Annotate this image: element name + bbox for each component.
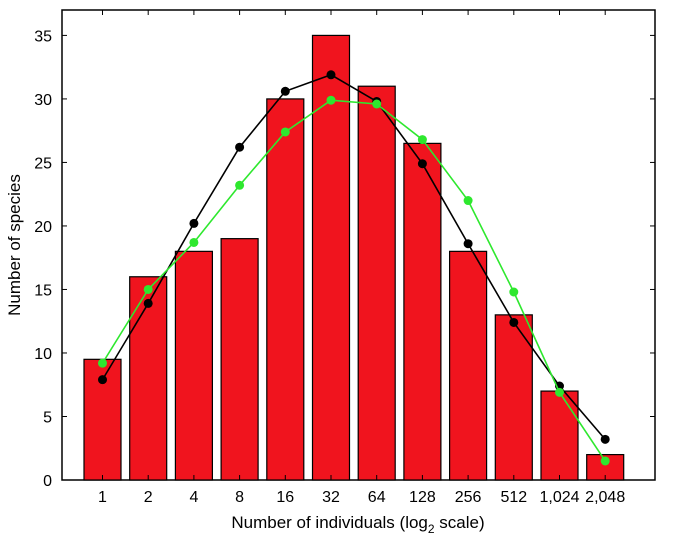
x-tick-label: 2,048 [585, 489, 625, 506]
x-tick-label: 16 [276, 489, 294, 506]
line-series-1 [101, 73, 606, 440]
line-series-1-point-2 [189, 218, 199, 228]
x-tick-label: 128 [409, 489, 436, 506]
line-series-1-point-4 [280, 86, 290, 96]
bar-128 [403, 142, 442, 481]
line-series-1-point-1 [143, 298, 153, 308]
x-tick-label: 8 [235, 489, 244, 506]
line-series-2-point-8 [463, 196, 473, 206]
line-series-1-point-11 [600, 434, 610, 444]
x-axis-label-main: Number of individuals (log [231, 513, 428, 532]
line-series-1-point-7 [417, 159, 427, 169]
x-tick-label: 4 [189, 489, 198, 506]
y-tick-label: 25 [34, 155, 52, 172]
x-tick-label: 64 [368, 489, 386, 506]
line-series-2-point-11 [600, 456, 610, 466]
x-tick-label: 1,024 [539, 489, 579, 506]
y-axis-label: Number of species [5, 174, 24, 316]
bar-16 [266, 98, 305, 481]
y-tick-label: 10 [34, 346, 52, 363]
x-tick-label: 2 [144, 489, 153, 506]
y-tick-label: 5 [43, 409, 52, 426]
bar-256 [449, 250, 488, 481]
line-series-2-point-5 [326, 95, 336, 105]
line-series-2-point-7 [417, 135, 427, 145]
x-axis-label-suffix: scale) [435, 513, 485, 532]
line-series-1-point-3 [235, 142, 245, 152]
line-series-2-point-2 [189, 237, 199, 247]
line-series-2-point-4 [280, 127, 290, 137]
line-series-2-point-1 [143, 284, 153, 294]
x-tick-label: 1 [98, 489, 107, 506]
y-tick-label: 35 [34, 28, 52, 45]
x-axis-label-subscript: 2 [428, 522, 435, 536]
y-tick-label: 0 [43, 473, 52, 490]
line-series-2-point-10 [555, 387, 564, 397]
line-series-1-point-0 [98, 375, 107, 385]
line-series-2 [101, 99, 606, 462]
line-series-2-point-9 [509, 287, 519, 297]
x-tick-label: 256 [455, 489, 482, 506]
line-series-2-point-6 [372, 99, 382, 109]
bar-8 [220, 238, 259, 481]
x-axis-label: Number of individuals (log2 scale) [231, 513, 484, 536]
line-series-1-point-9 [509, 317, 519, 327]
line-series-2-point-3 [235, 180, 245, 190]
y-tick-label: 15 [34, 282, 52, 299]
line-series-2-point-0 [98, 358, 107, 368]
line-series-1-point-5 [326, 70, 336, 80]
y-tick-label: 20 [34, 219, 52, 236]
bar-1024 [540, 390, 579, 481]
x-tick-label: 512 [500, 489, 527, 506]
bar-4 [174, 250, 213, 481]
bar-512 [494, 314, 533, 481]
line-series-1-point-8 [463, 239, 473, 249]
x-tick-label: 32 [322, 489, 340, 506]
bar-64 [357, 85, 396, 481]
y-tick-label: 30 [34, 92, 52, 109]
